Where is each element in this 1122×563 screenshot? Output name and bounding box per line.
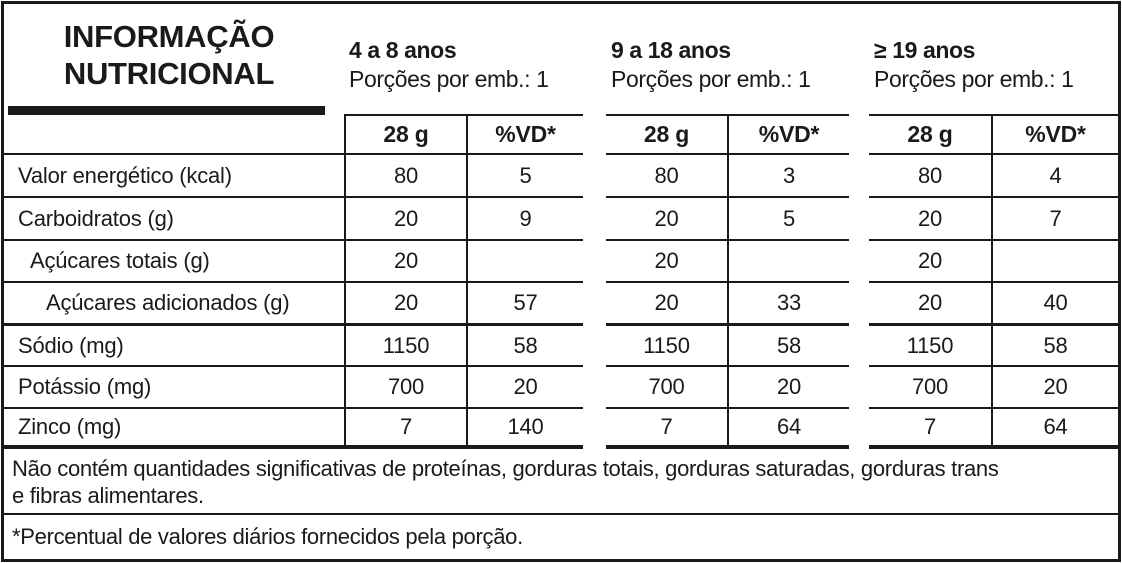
- group-gap: [849, 153, 869, 196]
- qty-cell: 7: [869, 407, 991, 449]
- footnote-text: *Percentual de valores diários fornecido…: [12, 524, 523, 549]
- group-gap: [849, 407, 869, 449]
- vd-cell: 7: [991, 196, 1118, 239]
- group-gap: [849, 196, 869, 239]
- portions-per-package: Porções por emb.: 1: [874, 66, 1074, 92]
- title-underline-bar: [8, 106, 325, 115]
- qty-cell: 80: [869, 153, 991, 196]
- age-group-header-4-8: 4 a 8 anos Porções por emb.: 1: [349, 36, 549, 94]
- qty-cell: 20: [344, 281, 466, 323]
- age-group-header-9-18: 9 a 18 anos Porções por emb.: 1: [611, 36, 811, 94]
- panel-title-line1: INFORMAÇÃO: [63, 19, 275, 54]
- group-gap: [583, 114, 606, 153]
- vd-cell: 9: [466, 196, 583, 239]
- qty-cell: 700: [606, 365, 727, 407]
- vd-cell-empty: [466, 239, 583, 281]
- vd-cell: 20: [727, 365, 849, 407]
- qty-cell: 20: [869, 196, 991, 239]
- group-gap: [583, 281, 606, 323]
- group-gap: [583, 407, 606, 449]
- vd-cell: 20: [991, 365, 1118, 407]
- vd-cell: 58: [727, 323, 849, 365]
- note-line2: e fibras alimentares.: [12, 483, 204, 508]
- daily-value-footnote: *Percentual de valores diários fornecido…: [4, 515, 1118, 559]
- panel-title-line2: NUTRICIONAL: [63, 56, 275, 91]
- vd-cell: 58: [466, 323, 583, 365]
- vd-cell-empty: [991, 239, 1118, 281]
- group-gap: [583, 153, 606, 196]
- qty-cell: 1150: [606, 323, 727, 365]
- vd-header-group1: %VD*: [466, 114, 583, 153]
- vd-cell: 64: [991, 407, 1118, 449]
- vd-header-group2: %VD*: [727, 114, 849, 153]
- group-gap: [849, 323, 869, 365]
- portions-per-package: Porções por emb.: 1: [611, 66, 811, 92]
- panel-title: INFORMAÇÃO NUTRICIONAL: [8, 18, 330, 92]
- vd-cell: 3: [727, 153, 849, 196]
- qty-cell: 700: [869, 365, 991, 407]
- row-label-potassium: Potássio (mg): [4, 365, 344, 407]
- row-label-carbohydrates: Carboidratos (g): [4, 196, 344, 239]
- qty-header-group2: 28 g: [606, 114, 727, 153]
- group-gap: [583, 323, 606, 365]
- qty-cell: 20: [869, 281, 991, 323]
- age-group-label: ≥ 19 anos: [874, 37, 976, 63]
- qty-header-group1: 28 g: [344, 114, 466, 153]
- qty-cell: 20: [606, 239, 727, 281]
- vd-cell: 58: [991, 323, 1118, 365]
- vd-cell: 5: [727, 196, 849, 239]
- qty-cell: 20: [344, 239, 466, 281]
- qty-cell: 7: [344, 407, 466, 449]
- vd-cell: 140: [466, 407, 583, 449]
- vd-cell: 20: [466, 365, 583, 407]
- vd-cell: 4: [991, 153, 1118, 196]
- group-gap: [849, 365, 869, 407]
- portions-per-package: Porções por emb.: 1: [349, 66, 549, 92]
- vd-cell: 64: [727, 407, 849, 449]
- row-label-sodium: Sódio (mg): [4, 323, 344, 365]
- qty-cell: 80: [344, 153, 466, 196]
- qty-cell: 80: [606, 153, 727, 196]
- group-gap: [849, 114, 869, 153]
- vd-cell: 40: [991, 281, 1118, 323]
- qty-cell: 7: [606, 407, 727, 449]
- group-gap: [583, 239, 606, 281]
- age-group-label: 9 a 18 anos: [611, 37, 731, 63]
- nutrition-table: 28 g %VD* 28 g %VD* 28 g %VD* Valor ener…: [4, 114, 1118, 449]
- group-gap: [849, 239, 869, 281]
- group-gap: [583, 196, 606, 239]
- qty-header-group3: 28 g: [869, 114, 991, 153]
- row-label-added-sugars: Açúcares adicionados (g): [4, 281, 344, 323]
- age-group-header-19-plus: ≥ 19 anos Porções por emb.: 1: [874, 36, 1074, 94]
- no-significant-amounts-note: Não contém quantidades significativas de…: [4, 449, 1118, 515]
- note-line1: Não contém quantidades significativas de…: [12, 456, 999, 481]
- qty-cell: 700: [344, 365, 466, 407]
- row-label-zinc: Zinco (mg): [4, 407, 344, 449]
- qty-cell: 20: [606, 196, 727, 239]
- qty-cell: 20: [869, 239, 991, 281]
- vd-cell-empty: [727, 239, 849, 281]
- corner-spacer-cell: [4, 114, 344, 153]
- qty-cell: 20: [606, 281, 727, 323]
- qty-cell: 1150: [344, 323, 466, 365]
- row-label-total-sugars: Açúcares totais (g): [4, 239, 344, 281]
- group-gap: [583, 365, 606, 407]
- vd-header-group3: %VD*: [991, 114, 1118, 153]
- row-label-energy: Valor energético (kcal): [4, 153, 344, 196]
- age-group-label: 4 a 8 anos: [349, 37, 457, 63]
- group-gap: [849, 281, 869, 323]
- qty-cell: 20: [344, 196, 466, 239]
- vd-cell: 57: [466, 281, 583, 323]
- vd-cell: 33: [727, 281, 849, 323]
- vd-cell: 5: [466, 153, 583, 196]
- qty-cell: 1150: [869, 323, 991, 365]
